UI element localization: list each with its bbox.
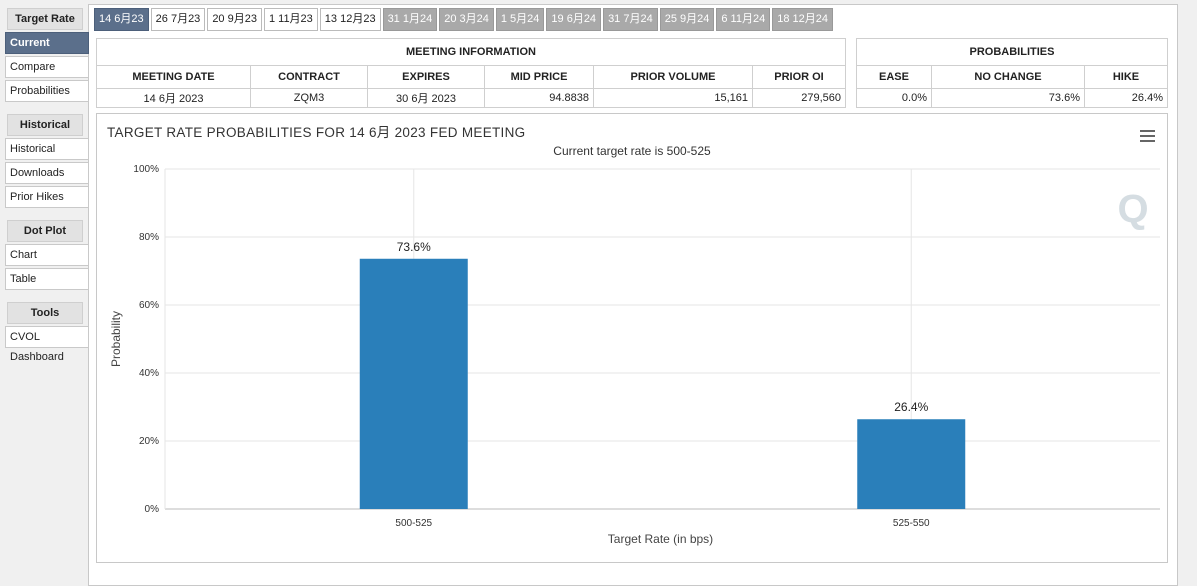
sidebar: Target Rate Current Compare Probabilities Hi… [5, 8, 89, 363]
meeting-tab[interactable]: 31 1月24 [382, 8, 438, 31]
meeting-tab[interactable]: 1 5月24 [495, 8, 545, 31]
sidebar-section-tools: Tools [7, 302, 83, 324]
meeting-tabs: 14 6月23 26 7月23 20 9月23 1 11月23 13 12月23 31 1… [94, 8, 833, 31]
bar [359, 258, 468, 509]
meeting-tab[interactable]: 13 12月23 [319, 8, 381, 31]
header-no-change: NO CHANGE [931, 65, 1085, 89]
sidebar-item-cvol-dashboard[interactable]: CVOL Dashboard [5, 326, 89, 363]
y-tick-label: 80% [139, 232, 159, 243]
hamburger-menu-icon[interactable] [1140, 130, 1155, 142]
meeting-tab[interactable]: 20 3月24 [439, 8, 494, 31]
meeting-tab[interactable]: 19 6月24 [546, 8, 602, 31]
y-tick-label: 0% [145, 504, 160, 515]
header-hike: HIKE [1084, 65, 1168, 89]
header-mid-price: MID PRICE [484, 65, 594, 89]
y-tick-label: 40% [139, 368, 159, 379]
x-tick-label: 525-550 [893, 518, 930, 529]
chart-plot: 0% 20% 40% 60% 80% 100% 73.6% 500-525 26.4% 525-5… [109, 164, 1160, 546]
sidebar-section-dot-plot: Dot Plot [7, 220, 83, 242]
header-contract: CONTRACT [250, 65, 368, 89]
probabilities-title: PROBABILITIES [856, 38, 1168, 66]
sidebar-section-historical: Historical [7, 114, 83, 136]
header-expires: EXPIRES [367, 65, 485, 89]
expires-value: 30 6月 2023 [367, 88, 485, 108]
header-meeting-date: MEETING DATE [96, 65, 251, 89]
meeting-tab[interactable]: 14 6月23 [94, 8, 149, 31]
meeting-info-title: MEETING INFORMATION [96, 38, 846, 66]
meeting-tab[interactable]: 6 11月24 [716, 8, 771, 31]
meeting-date-value: 14 6月 2023 [96, 88, 251, 108]
no-change-value: 73.6% [931, 88, 1085, 108]
contract-value: ZQM3 [250, 88, 368, 108]
sidebar-item-historical[interactable]: Historical [5, 138, 89, 160]
hike-value: 26.4% [1084, 88, 1168, 108]
sidebar-item-prior-hikes[interactable]: Prior Hikes [5, 186, 89, 208]
meeting-info-table: MEETING INFORMATION MEETING DATE CONTRAC… [96, 38, 846, 108]
bar-data-label: 26.4% [894, 400, 928, 414]
sidebar-section-target-rate: Target Rate [7, 8, 83, 30]
meeting-tab[interactable]: 20 9月23 [207, 8, 262, 31]
y-tick-label: 60% [139, 300, 159, 311]
watermark-logo: Q [1117, 187, 1148, 231]
x-axis-title: Target Rate (in bps) [608, 532, 713, 546]
bar-data-label: 73.6% [397, 240, 431, 254]
meeting-tab[interactable]: 25 9月24 [659, 8, 715, 31]
header-ease: EASE [856, 65, 932, 89]
mid-price-value: 94.8838 [484, 88, 594, 108]
sidebar-item-downloads[interactable]: Downloads [5, 162, 89, 184]
meeting-tab[interactable]: 1 11月23 [263, 8, 318, 31]
probabilities-table: PROBABILITIES EASE NO CHANGE HIKE 0.0% 7… [856, 38, 1168, 108]
x-tick-label: 500-525 [395, 518, 432, 529]
header-prior-oi: PRIOR OI [752, 65, 846, 89]
sidebar-item-chart[interactable]: Chart [5, 244, 89, 266]
prior-volume-value: 15,161 [593, 88, 753, 108]
header-prior-volume: PRIOR VOLUME [593, 65, 753, 89]
meeting-tab[interactable]: 18 12月24 [772, 8, 833, 31]
chart-title: TARGET RATE PROBABILITIES FOR 14 6月 2023… [107, 125, 526, 140]
y-axis-title: Probability [109, 311, 123, 367]
probability-chart: TARGET RATE PROBABILITIES FOR 14 6月 2023… [96, 113, 1168, 563]
sidebar-item-current[interactable]: Current [5, 32, 89, 54]
meeting-tab[interactable]: 31 7月24 [603, 8, 658, 31]
y-tick-label: 100% [133, 164, 159, 175]
meeting-tab[interactable]: 26 7月23 [150, 8, 206, 31]
y-tick-label: 20% [139, 436, 159, 447]
bar [857, 419, 966, 509]
sidebar-item-probabilities[interactable]: Probabilities [5, 80, 89, 102]
ease-value: 0.0% [856, 88, 932, 108]
sidebar-item-compare[interactable]: Compare [5, 56, 89, 78]
sidebar-item-table[interactable]: Table [5, 268, 89, 290]
chart-subtitle: Current target rate is 500-525 [553, 144, 711, 158]
prior-oi-value: 279,560 [752, 88, 846, 108]
